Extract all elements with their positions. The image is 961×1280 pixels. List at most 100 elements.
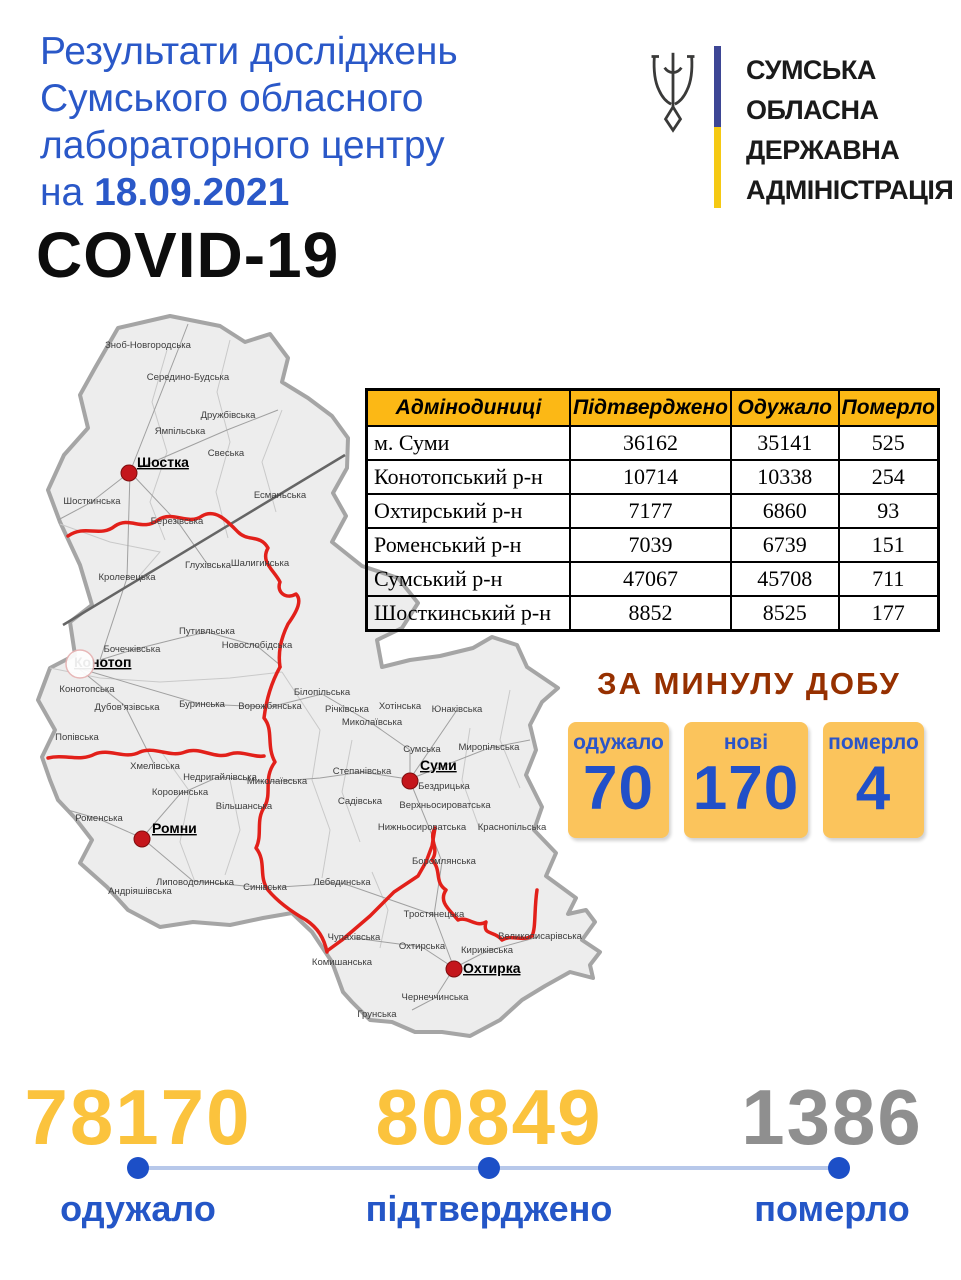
konotop-halo <box>65 649 95 679</box>
map-area-label: Середино-Будська <box>147 372 230 383</box>
map-area-label: Лебединська <box>313 877 371 888</box>
city-label: Охтирка <box>463 960 521 976</box>
map-area-label: Есманьська <box>254 490 307 501</box>
map-area-label: Річківська <box>325 704 370 715</box>
totals-item: 80849 підтверджено <box>339 1078 639 1230</box>
district-value-cell: 10714 <box>569 459 732 495</box>
total-value: 78170 <box>24 1073 252 1161</box>
map-area-label: Липоводолинська <box>156 877 235 888</box>
map-area-label: Миколаївська <box>247 776 308 787</box>
district-value-cell: 177 <box>837 595 940 632</box>
district-name-cell: Роменський р-н <box>365 527 572 563</box>
trident-icon <box>651 52 695 133</box>
total-value: 80849 <box>375 1073 603 1161</box>
district-value-cell: 7039 <box>569 527 732 563</box>
district-value-cell: 8852 <box>569 595 732 632</box>
totals-item: 1386 померло <box>682 1078 961 1230</box>
map-area-label: Охтирська <box>399 941 446 952</box>
map-area-label: Дубов'язівська <box>95 702 161 713</box>
timeline-dot <box>127 1157 149 1179</box>
map-area-label: Роменська <box>75 813 123 824</box>
table-header-row: Адмінодиниці Підтверджено Одужало Померло <box>365 388 940 427</box>
covid-heading: COVID-19 <box>36 219 340 291</box>
report-date: 18.09.2021 <box>94 171 290 214</box>
date-prefix: на <box>40 171 84 214</box>
city-dot <box>401 772 419 790</box>
org-line-2: ОБЛАСНА <box>746 95 879 125</box>
map-area-label: Краснопільська <box>478 822 547 833</box>
flag-yellow-half <box>714 127 721 208</box>
district-value-cell: 47067 <box>569 561 732 597</box>
map-area-label: Коровинська <box>152 787 209 798</box>
city-label: Ромни <box>152 820 197 836</box>
map-area-label: Зноб-Новгородська <box>105 340 192 351</box>
map-area-label: Глухівська <box>185 560 232 571</box>
map-area-label: Білопільська <box>294 687 351 698</box>
card-value: 170 <box>692 754 800 823</box>
district-value-cell: 8525 <box>730 595 840 632</box>
map-area-label: Бочечківська <box>104 644 161 655</box>
district-table: Адмінодиниці Підтверджено Одужало Померло м… <box>365 388 940 632</box>
map-area-label: Шосткинська <box>63 496 121 507</box>
card-label: одужало <box>573 731 664 754</box>
map-area-label: Свеська <box>208 448 245 459</box>
map-area-label: Сумська <box>403 744 441 755</box>
total-label: одужало <box>60 1188 216 1229</box>
district-value-cell: 10338 <box>730 459 840 495</box>
map-area-label: Кириківська <box>461 945 514 956</box>
org-line-4: АДМІНІСТРАЦІЯ <box>746 175 954 205</box>
daily-cards: одужало 70 нові 170 померло 4 <box>568 722 924 838</box>
district-borders <box>49 339 521 949</box>
flag-bar <box>714 46 721 208</box>
map-area-label: Нижньосироватська <box>378 822 467 833</box>
total-label: підтверджено <box>365 1188 613 1229</box>
map-area-label: Тростянецька <box>404 909 465 920</box>
district-value-cell: 93 <box>837 493 940 529</box>
map-area-label: Путивльська <box>179 626 236 637</box>
railway-line <box>62 453 346 627</box>
district-name-cell: м. Суми <box>365 425 572 461</box>
district-name-cell: Конотопський р-н <box>365 459 572 495</box>
map-area-label: Андріяшівська <box>108 886 172 897</box>
map-area-label: Недригайлівська <box>183 772 258 783</box>
map-area-label: Хотінська <box>379 701 422 712</box>
totals-item: 78170 одужало <box>0 1078 288 1230</box>
map-area-label: Верхньосироватська <box>399 800 491 811</box>
map-area-label: Чернеччинська <box>402 992 470 1003</box>
table-body: м. Суми 36162 35141 525 Конотопський р-н 1071… <box>365 425 940 632</box>
district-value-cell: 7177 <box>569 493 732 529</box>
flag-blue-half <box>714 46 721 127</box>
table-header-cell: Адмінодиниці <box>365 388 572 427</box>
org-logo: СУМСЬКА ОБЛАСНА ДЕРЖАВНА АДМІНІСТРАЦІЯ <box>645 42 954 210</box>
map-area-label: Березівська <box>151 516 204 527</box>
river-lines <box>46 511 539 954</box>
city-dot <box>133 830 151 848</box>
district-value-cell: 254 <box>837 459 940 495</box>
map-area-label: Чупахівська <box>328 932 381 943</box>
map-area-labels: Зноб-Новгородська Середино-Будська Дружбів… <box>55 340 582 1020</box>
district-value-cell: 525 <box>837 425 940 461</box>
total-label: померло <box>754 1188 910 1229</box>
map-area-label: Новослобідська <box>222 640 293 651</box>
map-area-label: Ямпільська <box>155 426 206 437</box>
sumy-oblast-map: Зноб-Новгородська Середино-Будська Дружбів… <box>36 314 602 1038</box>
map-area-label: Хмелівська <box>130 761 180 772</box>
card-value: 4 <box>855 754 892 823</box>
district-name-cell: Охтирський р-н <box>365 493 572 529</box>
map-area-label: Великописарівська <box>498 931 583 942</box>
table-header-cell: Підтверджено <box>569 388 732 427</box>
card-label: померло <box>828 731 919 754</box>
daily-card: нові 170 <box>684 722 808 838</box>
map-area-label: Юнаківська <box>432 704 483 715</box>
map-area-label: Буринська <box>179 699 226 710</box>
daily-card: померло 4 <box>823 722 924 838</box>
district-value-cell: 45708 <box>730 561 840 597</box>
district-value-cell: 35141 <box>730 425 840 461</box>
map-area-label: Попівська <box>55 732 99 743</box>
page-title: Результати досліджень Сумського обласног… <box>40 28 458 216</box>
map-area-label: Боромлянська <box>412 856 477 867</box>
map-area-label: Миропільська <box>459 742 521 753</box>
daily-card: одужало 70 <box>568 722 669 838</box>
card-label: нові <box>723 731 769 754</box>
